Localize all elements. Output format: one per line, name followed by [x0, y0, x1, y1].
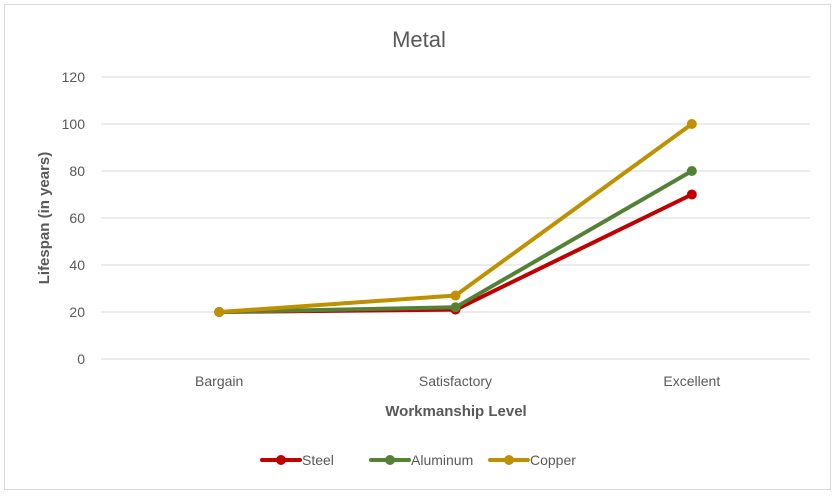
legend-label-aluminum: Aluminum [411, 452, 473, 468]
x-axis-title: Workmanship Level [385, 403, 526, 420]
legend: Steel Aluminum Copper [260, 452, 576, 468]
legend-marker-copper [504, 455, 514, 465]
y-tick-label: 60 [69, 210, 85, 226]
legend-marker-aluminum [385, 455, 395, 465]
data-point-copper [686, 119, 697, 129]
data-point-aluminum [686, 166, 697, 176]
y-tick-label: 40 [69, 257, 85, 273]
x-tick-labels: Bargain Satisfactory Excellent [195, 373, 720, 389]
x-tick-label: Excellent [663, 373, 720, 389]
y-tick-label: 80 [69, 163, 85, 179]
data-point-aluminum [450, 302, 461, 313]
x-tick-label: Bargain [195, 373, 243, 389]
y-tick-label: 0 [77, 351, 85, 367]
legend-label-copper: Copper [530, 452, 576, 468]
x-tick-label: Satisfactory [419, 373, 492, 389]
y-tick-label: 120 [62, 69, 86, 85]
legend-label-steel: Steel [302, 452, 334, 468]
data-point-steel [686, 189, 697, 200]
gridlines [101, 76, 810, 360]
chart-title: Metal [392, 27, 446, 52]
data-point-copper [214, 307, 225, 317]
y-tick-labels: 0 20 40 60 80 100 120 [62, 69, 86, 367]
y-axis-title: Lifespan (in years) [36, 152, 53, 285]
y-tick-label: 100 [62, 116, 86, 132]
y-tick-label: 20 [69, 304, 85, 320]
data-point-copper [450, 290, 461, 301]
series-lines [214, 119, 697, 317]
chart-frame [4, 4, 831, 490]
legend-marker-steel [276, 455, 286, 465]
